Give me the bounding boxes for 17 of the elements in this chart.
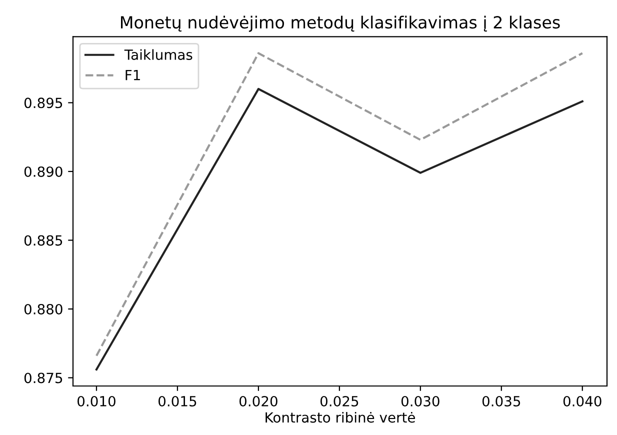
x-axis-title: Kontrasto ribinė vertė <box>266 412 415 423</box>
y-tick-label: 0.875 <box>24 372 62 384</box>
y-tick-label: 0.885 <box>24 235 62 246</box>
x-tick-label: 0.025 <box>320 396 358 406</box>
legend-label: Taiklumas <box>124 49 192 60</box>
x-tick-label: 0.015 <box>158 396 196 406</box>
x-tick-label: 0.035 <box>482 396 520 406</box>
line-series <box>95 88 584 371</box>
y-tick-label: 0.895 <box>24 98 62 108</box>
y-tick-label: 0.880 <box>24 304 62 314</box>
legend-label: F1 <box>126 70 140 80</box>
x-tick-label: 0.020 <box>239 396 278 406</box>
x-tick-label: 0.030 <box>401 396 440 406</box>
x-tick-label: 0.040 <box>563 396 602 406</box>
y-tick-label: 0.890 <box>24 166 62 177</box>
x-tick-label: 0.010 <box>78 396 116 406</box>
chart-title: Monetų nudėvėjimo metodų klasifikavimas į 2 klases <box>121 16 560 32</box>
